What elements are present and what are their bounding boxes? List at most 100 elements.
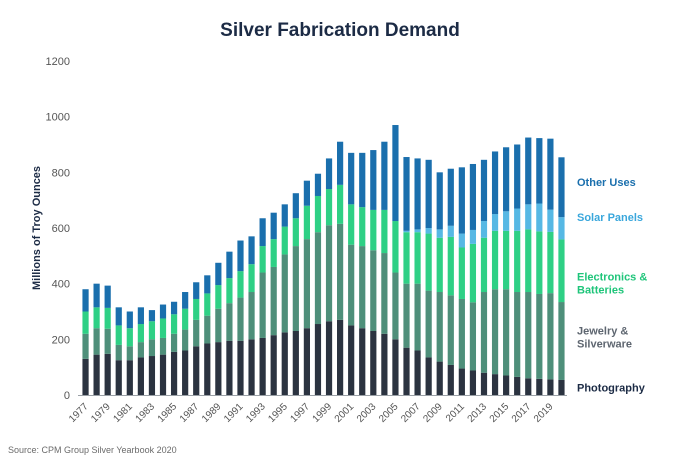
bar-segment-electronics-batteries <box>237 271 244 298</box>
bar-segment-photography <box>314 324 322 395</box>
bar-segment-jewelry-silverware <box>547 293 554 380</box>
bar-segment-photography <box>193 346 200 395</box>
bar-segment-electronics-batteries <box>447 236 454 296</box>
bar-segment-photography <box>93 354 100 395</box>
x-tick-label: 2009 <box>421 401 445 425</box>
x-tick-label: 1977 <box>67 401 91 425</box>
bar-segment-jewelry-silverware <box>458 298 465 369</box>
bar-segment-other-uses <box>270 212 277 240</box>
bar-segment-photography <box>491 374 499 396</box>
bar-segment-jewelry-silverware <box>514 292 521 377</box>
bar-segment-photography <box>237 340 244 395</box>
bar-segment-jewelry-silverware <box>558 302 565 380</box>
bar-segment-photography <box>281 332 288 396</box>
bar-segment-other-uses <box>115 307 122 326</box>
bar-segment-jewelry-silverware <box>281 254 288 333</box>
bar-segment-electronics-batteries <box>503 230 510 290</box>
bar-segment-jewelry-silverware <box>115 344 122 361</box>
bar-segment-jewelry-silverware <box>480 292 488 373</box>
bar-segment-jewelry-silverware <box>148 339 156 357</box>
y-tick-label: 400 <box>52 279 70 291</box>
bar-segment-photography <box>359 328 366 395</box>
legend-label: Other Uses <box>577 177 636 189</box>
bar-segment-solar-panels <box>491 214 499 231</box>
y-tick-label: 1000 <box>46 112 70 124</box>
bar-segment-other-uses <box>558 157 565 218</box>
bar-segment-electronics-batteries <box>259 246 266 273</box>
x-tick-label: 2011 <box>444 401 467 424</box>
bar-segment-other-uses <box>170 301 178 315</box>
y-tick-label: 200 <box>52 334 70 346</box>
bar-segment-other-uses <box>281 204 288 227</box>
bar-segment-jewelry-silverware <box>325 225 333 322</box>
bar-segment-solar-panels <box>469 229 477 244</box>
bar-segment-photography <box>226 340 233 395</box>
y-tick-label: 800 <box>52 167 70 179</box>
bar-segment-solar-panels <box>480 221 488 238</box>
source-note: Source: CPM Group Silver Yearbook 2020 <box>8 445 177 455</box>
bar-segment-other-uses <box>93 283 100 308</box>
bar-segment-jewelry-silverware <box>491 289 499 375</box>
legend-label: Photography <box>577 382 646 394</box>
bar-segment-jewelry-silverware <box>126 346 133 361</box>
x-tick-label: 1989 <box>200 401 224 425</box>
bar-segment-jewelry-silverware <box>270 266 277 336</box>
bar-segment-electronics-batteries <box>325 189 333 226</box>
bar-segment-photography <box>469 370 477 395</box>
bar-segment-electronics-batteries <box>514 230 521 293</box>
y-tick-label: 1200 <box>46 56 70 68</box>
x-tick-label: 2017 <box>510 401 534 425</box>
bar-segment-jewelry-silverware <box>536 293 543 379</box>
bar-segment-photography <box>104 353 111 395</box>
bar-segment-photography <box>215 342 222 395</box>
bar-segment-photography <box>82 358 89 395</box>
bar-segment-solar-panels <box>458 233 465 248</box>
bar-segment-solar-panels <box>558 217 565 240</box>
bar-segment-electronics-batteries <box>93 307 100 329</box>
bar-segment-solar-panels <box>403 230 410 233</box>
bar-segment-jewelry-silverware <box>469 302 477 371</box>
bar-segment-jewelry-silverware <box>414 283 421 351</box>
bar-segment-jewelry-silverware <box>259 272 266 338</box>
bar-segment-photography <box>558 379 565 395</box>
bar-segment-jewelry-silverware <box>359 246 366 329</box>
bar-segment-electronics-batteries <box>270 239 277 267</box>
bar-segment-jewelry-silverware <box>370 250 377 331</box>
bar-segment-photography <box>137 357 144 395</box>
x-tick-label: 2015 <box>488 401 512 425</box>
bar-segment-photography <box>148 356 156 395</box>
bar-segment-jewelry-silverware <box>503 289 510 376</box>
bar-segment-other-uses <box>348 152 355 205</box>
bar-segment-electronics-batteries <box>381 209 388 254</box>
bar-segment-other-uses <box>159 304 167 319</box>
legend-label: Jewelry & <box>577 326 628 338</box>
chart-title: Silver Fabrication Demand <box>220 20 460 41</box>
bar-segment-other-uses <box>458 167 465 234</box>
bar-segment-other-uses <box>137 307 144 325</box>
x-tick-label: 1995 <box>266 401 290 425</box>
bar-segment-photography <box>381 333 388 395</box>
bar-segment-photography <box>204 343 211 395</box>
bar-segment-electronics-batteries <box>215 285 222 309</box>
bar-segment-other-uses <box>359 152 366 208</box>
bar-segment-other-uses <box>503 147 510 212</box>
bar-segment-electronics-batteries <box>403 232 410 284</box>
bar-segment-photography <box>126 360 133 395</box>
bar-segment-other-uses <box>193 282 200 299</box>
x-tick-label: 2001 <box>333 401 357 425</box>
bar-segment-other-uses <box>82 289 89 312</box>
bar-segment-jewelry-silverware <box>104 328 111 354</box>
bar-segment-solar-panels <box>514 208 521 231</box>
bar-segment-photography <box>436 361 443 395</box>
bar-segment-other-uses <box>403 157 410 231</box>
bar-segment-photography <box>525 378 532 395</box>
bar-segment-jewelry-silverware <box>425 290 432 358</box>
bar-segment-electronics-batteries <box>126 328 133 347</box>
bar-segment-other-uses <box>204 275 211 294</box>
legend-label: Silverware <box>577 339 632 351</box>
bar-segment-jewelry-silverware <box>392 272 399 340</box>
bar-segment-solar-panels <box>447 225 454 237</box>
bar-segment-other-uses <box>226 251 233 279</box>
bar-segment-other-uses <box>370 150 377 210</box>
